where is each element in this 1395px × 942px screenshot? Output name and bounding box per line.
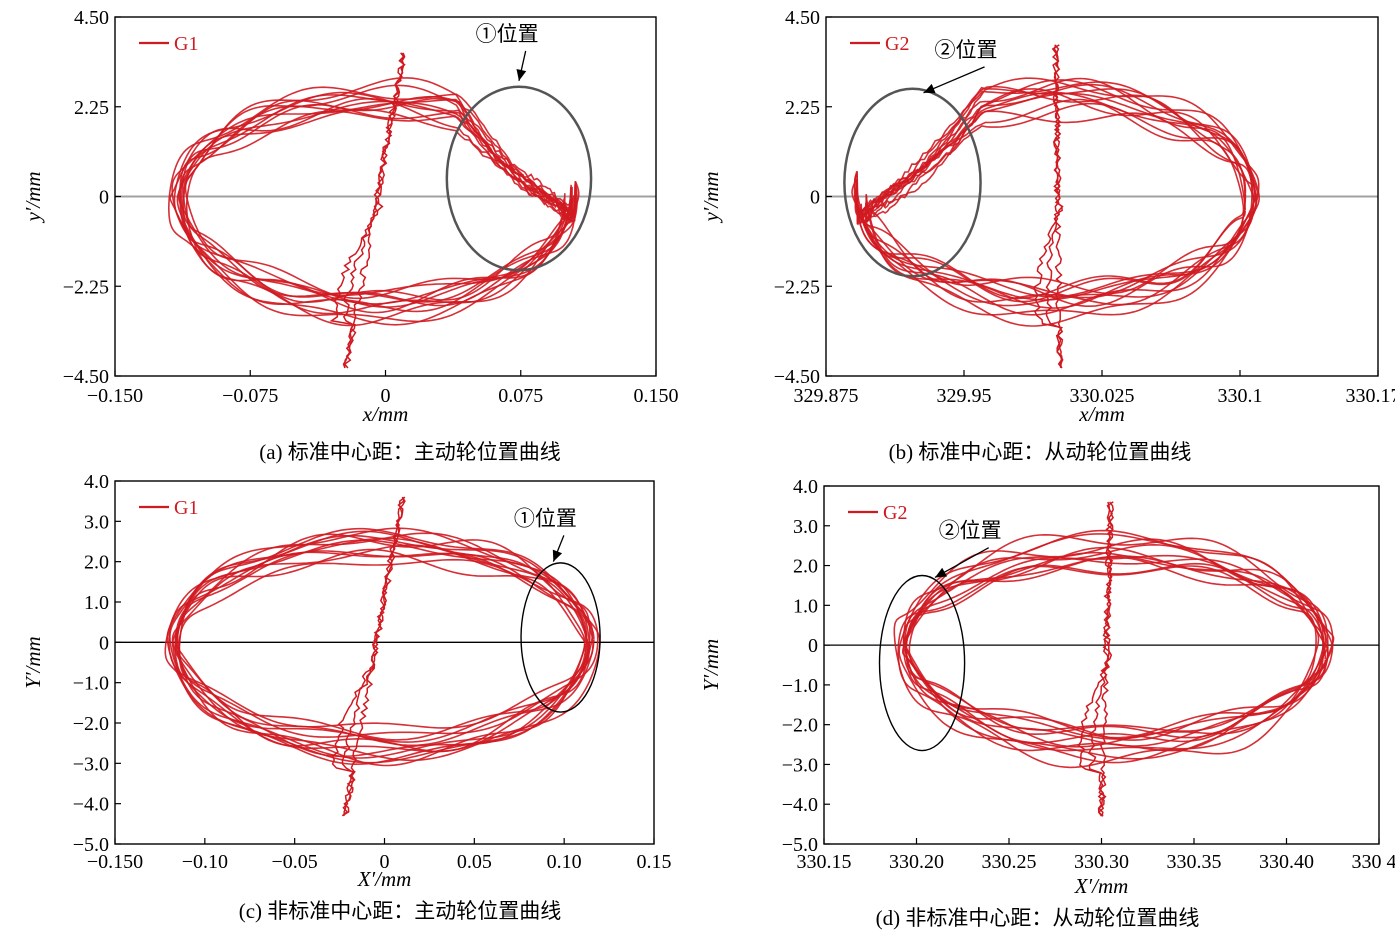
- y-tick-label: −2.25: [774, 276, 820, 298]
- y-tick-label: 4.50: [785, 7, 820, 29]
- y-tick-label: 1.0: [793, 595, 818, 617]
- series-trace-g1: [175, 93, 565, 325]
- y-tick-label: −4.50: [63, 366, 109, 388]
- y-tick-label: 0: [808, 635, 818, 657]
- y-tick-label: −3.0: [782, 754, 818, 776]
- x-tick-label: −0.10: [182, 851, 228, 873]
- y-tick-label: −2.0: [782, 715, 818, 737]
- x-tick-label: −0.075: [222, 385, 278, 407]
- x-tick-label: 329.95: [937, 385, 992, 407]
- y-tick-label: 4.0: [84, 471, 109, 493]
- x-tick-label: 0.075: [498, 385, 543, 407]
- annotation-label: ①位置: [514, 506, 577, 530]
- y-tick-label: −5.0: [73, 834, 109, 856]
- x-tick-label: 0.15: [637, 851, 672, 873]
- y-tick-label: 0: [99, 187, 109, 209]
- annotation-arrowhead: [935, 568, 947, 578]
- y-tick-label: 3.0: [793, 516, 818, 538]
- y-tick-label: −4.50: [774, 366, 820, 388]
- y-tick-label: 2.0: [793, 556, 818, 578]
- annotation-label: ②位置: [939, 519, 1002, 543]
- y-tick-label: −4.0: [782, 794, 818, 816]
- y-axis-label: y′/mm: [699, 171, 723, 223]
- annotation-circle: [844, 89, 980, 276]
- plot-area: [165, 497, 600, 816]
- y-tick-label: 4.50: [74, 7, 109, 29]
- legend-label: G1: [174, 497, 198, 519]
- y-tick-label: −1.0: [782, 675, 818, 697]
- y-tick-label: 0: [99, 632, 109, 654]
- x-tick-label: 0.150: [634, 385, 679, 407]
- y-axis-label: y′/mm: [21, 171, 45, 223]
- legend-label: G1: [174, 33, 198, 55]
- x-tick-label: 330.40: [1259, 851, 1314, 873]
- y-tick-label: 4.0: [793, 476, 818, 498]
- x-tick-label: 330.35: [1167, 851, 1222, 873]
- x-tick-label: 330.20: [889, 851, 944, 873]
- x-axis-label: x/mm: [1078, 402, 1125, 426]
- x-tick-label: 0.10: [547, 851, 582, 873]
- y-tick-label: 1.0: [84, 592, 109, 614]
- chart-panel-b: 329.875329.95330.025330.1330.175−4.50−2.…: [695, 0, 1395, 470]
- caption-b: (b) 标准中心距：从动轮位置曲线: [695, 436, 1385, 466]
- y-tick-label: −2.25: [63, 276, 109, 298]
- legend-label: G2: [883, 502, 907, 524]
- y-tick-label: 2.25: [74, 97, 109, 119]
- y-axis-label: Y′/mm: [21, 636, 45, 688]
- x-tick-label: 330.175: [1346, 385, 1395, 407]
- y-tick-label: −1.0: [73, 673, 109, 695]
- y-tick-label: 2.25: [785, 97, 820, 119]
- y-tick-label: 2.0: [84, 552, 109, 574]
- x-tick-label: 0.05: [457, 851, 492, 873]
- caption-d: (d) 非标准中心距：从动轮位置曲线: [695, 902, 1380, 932]
- x-tick-label: −0.05: [272, 851, 318, 873]
- y-tick-label: −3.0: [73, 753, 109, 775]
- y-tick-label: −2.0: [73, 713, 109, 735]
- plot-area: [169, 53, 579, 368]
- x-tick-label: 330.30: [1074, 851, 1129, 873]
- x-tick-label: 329.875: [794, 385, 859, 407]
- y-tick-label: 3.0: [84, 511, 109, 533]
- y-tick-label: 0: [810, 187, 820, 209]
- annotation-label: ①位置: [476, 22, 539, 46]
- y-tick-label: −4.0: [73, 794, 109, 816]
- annotation-arrowhead: [516, 69, 526, 81]
- plot-area: [894, 502, 1333, 816]
- x-tick-label: 330.1: [1218, 385, 1263, 407]
- plot-area: [852, 45, 1259, 368]
- x-tick-label: 330 45: [1352, 851, 1395, 873]
- series-trace-g1: [172, 103, 576, 296]
- plot-frame: [115, 481, 654, 844]
- x-tick-label: −0.150: [87, 385, 143, 407]
- caption-c: (c) 非标准中心距：主动轮位置曲线: [0, 895, 800, 925]
- x-axis-label: X′/mm: [1074, 874, 1129, 898]
- x-tick-label: 330.25: [982, 851, 1037, 873]
- y-tick-label: −5.0: [782, 834, 818, 856]
- y-axis-label: Y′/mm: [699, 639, 723, 691]
- x-axis-label: X′/mm: [357, 867, 412, 891]
- annotation-label: ②位置: [935, 38, 998, 62]
- chart-b: 329.875329.95330.025330.1330.175−4.50−2.…: [695, 0, 1395, 470]
- series-trace-g1: [177, 529, 594, 746]
- x-axis-label: x/mm: [362, 402, 409, 426]
- legend-label: G2: [885, 33, 909, 55]
